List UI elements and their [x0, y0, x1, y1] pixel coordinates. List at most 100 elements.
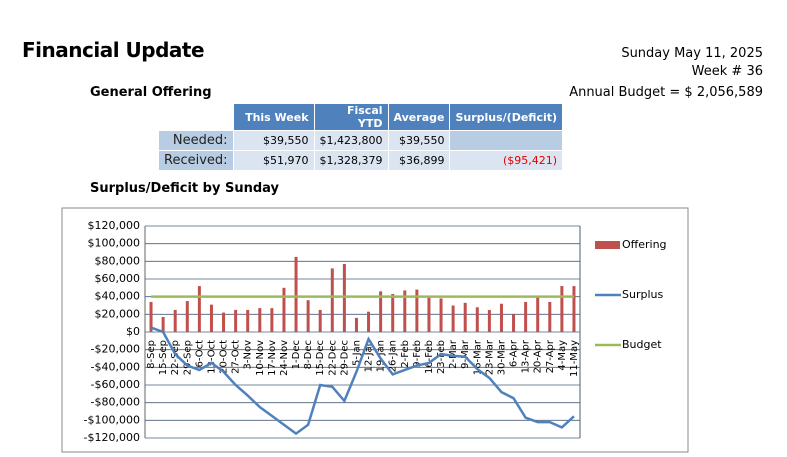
x-tick-label: 6-Apr: [509, 339, 520, 367]
title: Financial Update: [22, 38, 205, 62]
x-tick-label: 9-Feb: [412, 340, 423, 368]
x-tick-label: 16-Feb: [424, 340, 435, 374]
y-tick-label: $40,000: [95, 290, 141, 303]
bar: [282, 287, 286, 332]
line: [150, 326, 575, 436]
x-tick-label: 17-Nov: [267, 340, 278, 376]
y-tick-label: -$100,000: [84, 413, 140, 426]
x-tick-label: 20-Apr: [533, 339, 544, 373]
x-tick-label: 22-Dec: [327, 340, 338, 376]
x-tick-label: 1-Dec: [291, 340, 302, 369]
x-tick-label: 30-Mar: [496, 339, 507, 375]
row-label: Received:: [158, 150, 234, 171]
bar: [306, 300, 310, 332]
bar: [451, 305, 455, 332]
bar: [463, 302, 467, 332]
bar: [173, 309, 177, 332]
section-title: General Offering: [90, 85, 212, 100]
bar: [427, 296, 431, 332]
legend-label: Budget: [622, 338, 662, 351]
x-tick-label: 15-Dec: [315, 340, 326, 376]
y-tick-label: $120,000: [88, 219, 141, 232]
x-tick-label: 13-Apr: [521, 339, 532, 373]
bar: [572, 286, 576, 332]
col-header: Surplus/(Deficit): [449, 103, 564, 131]
x-tick-label: 20-Oct: [219, 340, 230, 374]
legend-swatch: [595, 241, 620, 249]
x-tick-label: 11-May: [569, 340, 580, 377]
cell: $39,550: [387, 130, 451, 151]
bar: [246, 309, 250, 332]
bar: [524, 301, 528, 332]
bar: [439, 298, 443, 332]
y-tick-label: $80,000: [95, 254, 141, 267]
chart-title: Surplus/Deficit by Sunday: [90, 181, 280, 196]
cell: $51,970: [232, 150, 315, 171]
bar: [197, 286, 201, 332]
bar: [294, 256, 298, 332]
x-tick-label: 2-Feb: [400, 340, 411, 368]
y-tick-label: $20,000: [95, 307, 141, 320]
bar: [161, 316, 165, 332]
y-tick-label: $100,000: [88, 237, 141, 250]
bar: [318, 309, 322, 332]
x-tick-label: 9-Mar: [460, 339, 471, 369]
x-tick-label: 3-Nov: [243, 340, 254, 370]
legend-label: Surplus: [622, 288, 663, 301]
bar: [209, 304, 213, 332]
cell: $1,328,379: [313, 150, 389, 171]
x-tick-label: 10-Nov: [255, 340, 266, 376]
x-tick-label: 15-Sep: [158, 340, 169, 375]
y-tick-label: -$20,000: [91, 343, 140, 356]
bar: [560, 286, 564, 332]
x-tick-label: 2-Mar: [448, 339, 459, 369]
legend-label: Offering: [622, 238, 667, 251]
bar: [391, 294, 395, 332]
y-tick-label: -$120,000: [84, 431, 140, 444]
y-tick-label: -$60,000: [91, 378, 140, 391]
col-header: Fiscal YTD: [313, 103, 389, 131]
y-tick-label: $60,000: [95, 272, 141, 285]
bar: [548, 301, 552, 332]
summary-table: This Week Fiscal YTD Average Surplus/(De…: [158, 103, 564, 171]
x-tick-label: 24-Nov: [279, 340, 290, 376]
x-tick-label: 29-Dec: [339, 340, 350, 376]
cell: [449, 130, 564, 151]
cell: $36,899: [387, 150, 451, 171]
cell: ($95,421): [449, 150, 564, 171]
x-tick-label: 27-Apr: [545, 339, 556, 373]
bar: [149, 301, 153, 332]
x-tick-label: 23-Feb: [436, 340, 447, 374]
bar: [403, 290, 407, 332]
col-header: Average: [387, 103, 451, 131]
bar: [222, 312, 226, 332]
bar: [379, 291, 383, 332]
x-tick-label: 22-Sep: [170, 340, 181, 375]
date: Sunday May 11, 2025: [621, 46, 763, 61]
week: Week # 36: [691, 64, 763, 79]
bar: [475, 307, 479, 332]
y-tick-label: -$40,000: [91, 360, 140, 373]
budget: Annual Budget = $ 2,056,589: [569, 85, 763, 100]
x-tick-label: 26-Jan: [388, 340, 399, 372]
x-tick-label: 29-Sep: [182, 340, 193, 375]
bar: [415, 289, 419, 332]
bar: [367, 311, 371, 332]
bar: [512, 314, 516, 332]
bar: [499, 303, 503, 332]
y-tick-label: $0: [126, 325, 140, 338]
y-tick-label: -$80,000: [91, 396, 140, 409]
cell: $1,423,800: [313, 130, 389, 151]
bar: [487, 309, 491, 332]
x-tick-label: 12-Jan: [364, 340, 375, 372]
bar: [330, 268, 334, 332]
bar: [258, 308, 262, 332]
row-label: Needed:: [158, 130, 234, 151]
bar: [536, 296, 540, 332]
bar: [354, 317, 358, 332]
x-tick-label: 19-Jan: [376, 340, 387, 372]
x-tick-label: 27-Oct: [231, 340, 242, 374]
x-tick-label: 8-Dec: [303, 340, 314, 369]
bar: [234, 309, 238, 332]
